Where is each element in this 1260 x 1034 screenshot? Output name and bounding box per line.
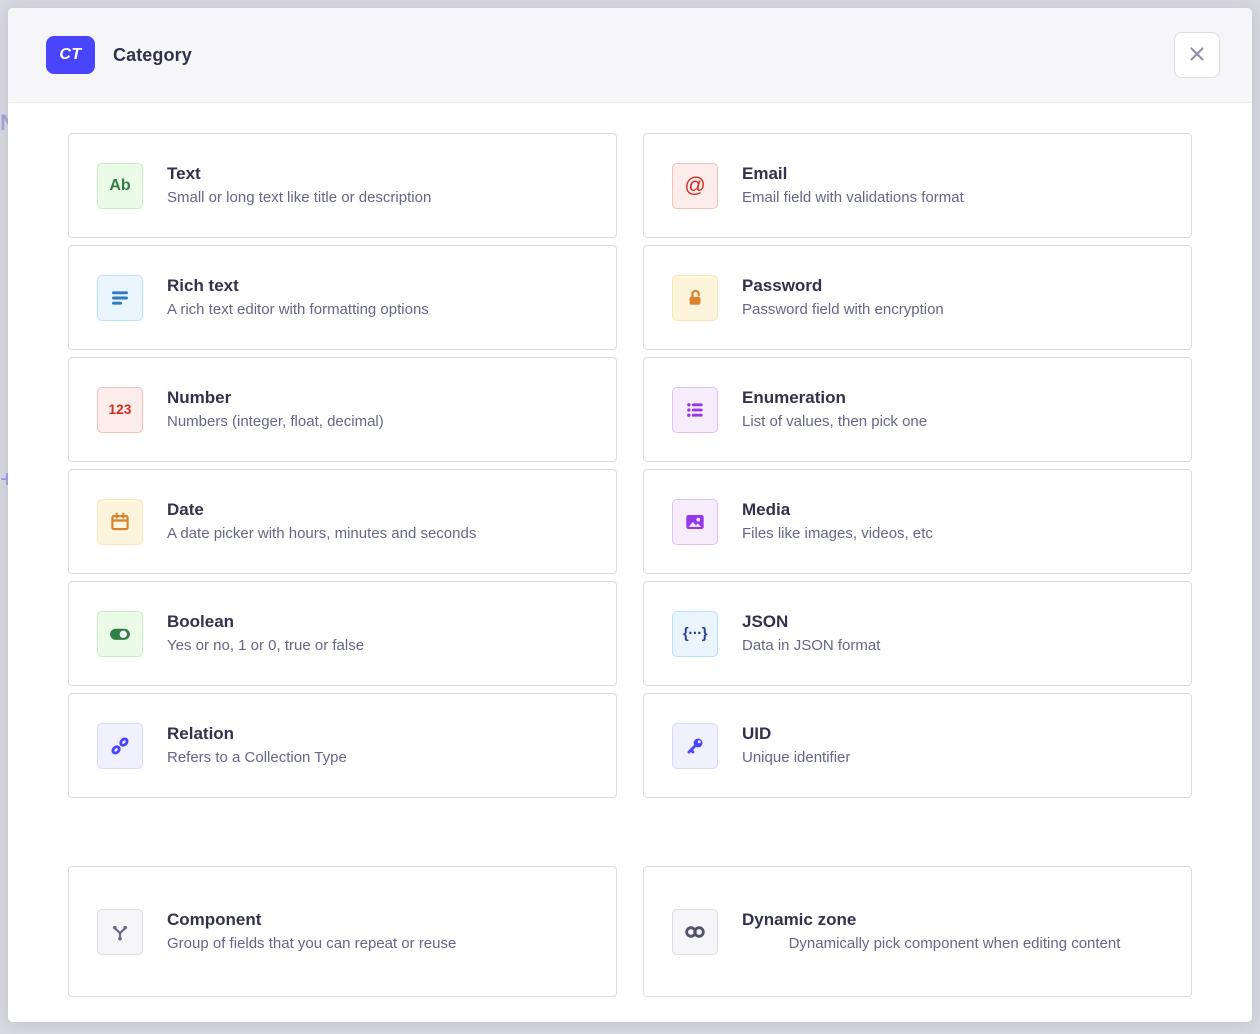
- field-card-email[interactable]: @ Email Email field with validations for…: [643, 133, 1192, 238]
- field-title: JSON: [742, 611, 789, 631]
- field-title: Media: [742, 499, 791, 519]
- field-card-text: Component Group of fields that you can r…: [167, 909, 592, 955]
- advanced-fields-grid: Component Group of fields that you can r…: [68, 866, 1192, 997]
- collection-type-badge: CT: [46, 36, 95, 74]
- field-card-relation[interactable]: Relation Refers to a Collection Type: [68, 693, 617, 798]
- field-card-text: Enumeration List of values, then pick on…: [742, 387, 1167, 433]
- field-title: Relation: [167, 723, 235, 743]
- component-icon: [97, 908, 143, 955]
- number-icon: 123: [97, 386, 143, 433]
- json-icon: {···}: [672, 610, 718, 657]
- field-description: A rich text editor with formatting optio…: [167, 300, 429, 318]
- field-card-text: Dynamic zone Dynamically pick component …: [742, 909, 1167, 955]
- modal-title: Category: [113, 44, 192, 65]
- backdrop-fragment-n: N: [0, 112, 16, 134]
- field-description: List of values, then pick one: [742, 412, 928, 430]
- x-close-icon: [1186, 43, 1208, 68]
- field-description: Small or long text like title or descrip…: [167, 188, 432, 206]
- field-description: Refers to a Collection Type: [167, 748, 347, 766]
- field-title: Component: [167, 909, 262, 929]
- field-title: Dynamic zone: [742, 909, 857, 929]
- field-card-date[interactable]: Date A date picker with hours, minutes a…: [68, 469, 617, 574]
- field-card-text: Number Numbers (integer, float, decimal): [167, 387, 592, 433]
- field-card-boolean[interactable]: Boolean Yes or no, 1 or 0, true or false: [68, 581, 617, 686]
- close-button[interactable]: [1174, 32, 1220, 78]
- modal-header: CT Category: [8, 8, 1252, 103]
- basic-fields-grid: Ab Text Small or long text like title or…: [68, 133, 1192, 798]
- field-title: Number: [167, 387, 232, 407]
- enumeration-icon: [672, 386, 718, 433]
- media-icon: [672, 498, 718, 545]
- field-description: A date picker with hours, minutes and se…: [167, 524, 477, 542]
- field-description: Group of fields that you can repeat or r…: [167, 934, 457, 952]
- field-card-text: UID Unique identifier: [742, 723, 1167, 769]
- field-card-text: Media Files like images, videos, etc: [742, 499, 1167, 545]
- field-title: Email: [742, 163, 788, 183]
- field-title: Rich text: [167, 275, 239, 295]
- field-card-number[interactable]: 123 Number Numbers (integer, float, deci…: [68, 357, 617, 462]
- field-title: UID: [742, 723, 772, 743]
- field-description: Numbers (integer, float, decimal): [167, 412, 384, 430]
- field-card-text: Email Email field with validations forma…: [742, 163, 1167, 209]
- field-description: Yes or no, 1 or 0, true or false: [167, 636, 365, 654]
- field-title: Boolean: [167, 611, 235, 631]
- field-title: Date: [167, 499, 204, 519]
- field-title: Password: [742, 275, 823, 295]
- field-description: Files like images, videos, etc: [742, 524, 933, 542]
- field-card-text: Password Password field with encryption: [742, 275, 1167, 321]
- field-description: Data in JSON format: [742, 636, 881, 654]
- field-card-text: Rich text A rich text editor with format…: [167, 275, 592, 321]
- uid-icon: [672, 722, 718, 769]
- field-card-component[interactable]: Component Group of fields that you can r…: [68, 866, 617, 997]
- field-title: Enumeration: [742, 387, 846, 407]
- field-card-dynamiczone[interactable]: Dynamic zone Dynamically pick component …: [643, 866, 1192, 997]
- date-icon: [97, 498, 143, 545]
- relation-icon: [97, 722, 143, 769]
- field-card-enumeration[interactable]: Enumeration List of values, then pick on…: [643, 357, 1192, 462]
- field-type-modal: CT Category Ab Text Small or long text l…: [8, 8, 1252, 1022]
- dynamiczone-icon: [672, 908, 718, 955]
- modal-body: Ab Text Small or long text like title or…: [8, 103, 1252, 1022]
- field-card-text: JSON Data in JSON format: [742, 611, 1167, 657]
- field-title: Text: [167, 163, 201, 183]
- field-card-text: Relation Refers to a Collection Type: [167, 723, 592, 769]
- field-description: Password field with encryption: [742, 300, 944, 318]
- field-card-password[interactable]: Password Password field with encryption: [643, 245, 1192, 350]
- email-icon: @: [672, 162, 718, 209]
- field-card-text: Date A date picker with hours, minutes a…: [167, 499, 592, 545]
- field-description: Email field with validations format: [742, 188, 964, 206]
- text-icon: Ab: [97, 162, 143, 209]
- field-card-uid[interactable]: UID Unique identifier: [643, 693, 1192, 798]
- field-card-text[interactable]: Ab Text Small or long text like title or…: [68, 133, 617, 238]
- field-card-json[interactable]: {···} JSON Data in JSON format: [643, 581, 1192, 686]
- boolean-icon: [97, 610, 143, 657]
- field-card-text: Text Small or long text like title or de…: [167, 163, 592, 209]
- field-card-media[interactable]: Media Files like images, videos, etc: [643, 469, 1192, 574]
- field-description: Dynamically pick component when editing …: [788, 934, 1121, 952]
- password-icon: [672, 274, 718, 321]
- backdrop-fragment-plus: +: [0, 466, 15, 493]
- richtext-icon: [97, 274, 143, 321]
- field-card-richtext[interactable]: Rich text A rich text editor with format…: [68, 245, 617, 350]
- field-description: Unique identifier: [742, 748, 851, 766]
- field-card-text: Boolean Yes or no, 1 or 0, true or false: [167, 611, 592, 657]
